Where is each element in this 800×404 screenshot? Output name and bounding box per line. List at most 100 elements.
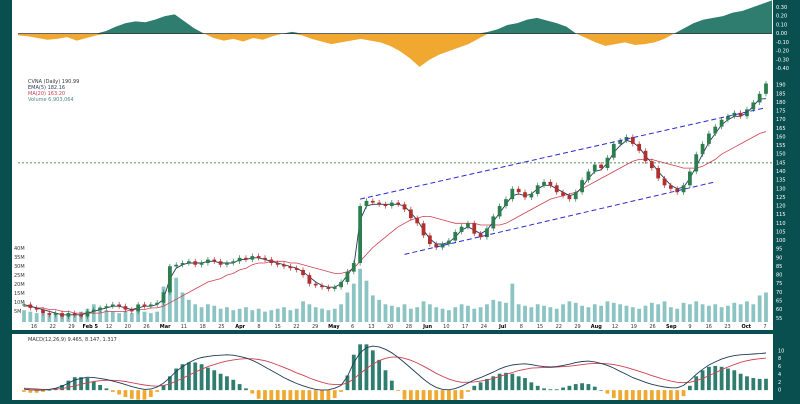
volume-bar xyxy=(535,304,540,322)
macd-histogram-bar xyxy=(377,359,382,391)
candle-body xyxy=(516,188,521,193)
x-axis-label: Apr xyxy=(235,324,245,330)
candle-body xyxy=(231,261,236,264)
x-axis-label: 16 xyxy=(31,324,37,330)
candle-body xyxy=(694,154,699,172)
candle-body xyxy=(485,228,489,238)
candle-body xyxy=(478,233,483,238)
macd-histogram-bar xyxy=(193,362,198,391)
candle-body xyxy=(370,200,375,203)
candle-body xyxy=(345,271,350,283)
volume-bar xyxy=(726,305,730,322)
volume-bar xyxy=(427,304,432,322)
candle-body xyxy=(351,263,356,272)
price-y-tick: 180 xyxy=(776,100,786,106)
x-axis-label: Feb 5 xyxy=(83,324,99,330)
candle-body xyxy=(237,257,242,262)
x-axis-label: 6 xyxy=(351,324,354,330)
macd-histogram-bar xyxy=(611,390,616,398)
macd-histogram-bar xyxy=(764,378,768,391)
candle-body xyxy=(199,263,204,265)
volume-bar xyxy=(472,308,477,322)
macd-histogram-bar xyxy=(624,390,629,404)
volume-bar xyxy=(294,308,299,322)
macd-histogram-bar xyxy=(60,384,64,391)
macd-histogram-bar xyxy=(364,344,369,391)
candle-body xyxy=(523,192,527,198)
candle-body xyxy=(313,283,318,286)
macd-histogram-bar xyxy=(713,365,718,391)
macd-histogram-bar xyxy=(643,390,648,404)
volume-bar xyxy=(269,310,274,322)
macd-histogram-bar xyxy=(459,390,464,399)
macd-histogram-bar xyxy=(142,390,147,400)
macd-histogram-bar xyxy=(408,390,413,404)
osc-y-tick: 0.00 xyxy=(776,31,787,37)
candle-body xyxy=(618,140,623,144)
candle-body xyxy=(535,185,540,194)
price-panel xyxy=(12,75,773,330)
candle-body xyxy=(142,304,147,307)
x-axis-label: 26 xyxy=(143,324,149,330)
price-y-tick: 110 xyxy=(776,221,786,227)
macd-histogram-bar xyxy=(453,390,458,404)
x-axis-label: 20 xyxy=(125,324,131,330)
candle-body xyxy=(751,102,756,110)
macd-histogram-bar xyxy=(554,389,559,391)
candle-body xyxy=(491,216,496,229)
candle-body xyxy=(358,206,363,264)
macd-histogram-bar xyxy=(529,382,534,391)
volume-bar xyxy=(129,313,134,322)
x-axis-label: 12 xyxy=(612,324,618,330)
x-axis-label: 13 xyxy=(368,324,374,330)
candle-body xyxy=(218,261,223,265)
macd-y-tick: 8 xyxy=(778,356,781,362)
volume-y-tick: 25M xyxy=(14,273,25,279)
volume-bar xyxy=(351,283,356,322)
candle-body xyxy=(561,192,565,196)
macd-histogram-bar xyxy=(326,390,331,404)
x-axis-label: 12 xyxy=(106,324,112,330)
x-axis-label: Jun xyxy=(422,324,432,330)
volume-bar xyxy=(377,299,382,322)
macd-histogram-bar xyxy=(396,390,401,392)
volume-bar xyxy=(478,307,483,322)
volume-bar xyxy=(662,301,667,322)
macd-layer xyxy=(22,344,768,404)
candle-body xyxy=(123,306,128,310)
macd-histogram-bar xyxy=(110,390,115,392)
macd-signal-line xyxy=(23,356,767,390)
volume-bar xyxy=(757,295,762,322)
x-axis-label: 9 xyxy=(688,324,691,330)
oscillator-layer xyxy=(18,0,772,67)
macd-histogram-bar xyxy=(275,390,280,404)
x-axis-label: 25 xyxy=(218,324,224,330)
macd-histogram-bar xyxy=(161,384,166,391)
price-y-tick: 65 xyxy=(776,299,782,305)
candle-body xyxy=(250,256,255,260)
volume-bar xyxy=(668,307,673,322)
macd-histogram-bar xyxy=(726,368,730,391)
volume-bar xyxy=(275,308,280,322)
candle-body xyxy=(155,302,160,305)
candle-body xyxy=(60,313,64,317)
macd-histogram-bar xyxy=(548,389,553,391)
macd-histogram-bar xyxy=(206,367,210,391)
candle-body xyxy=(726,116,730,120)
candle-body xyxy=(187,261,191,264)
macd-line xyxy=(23,345,767,391)
price-y-tick: 155 xyxy=(776,143,786,149)
price-y-tick: 100 xyxy=(776,238,786,244)
macd-histogram-bar xyxy=(79,377,83,391)
macd-histogram-bar xyxy=(22,390,26,392)
candle-body xyxy=(630,136,635,144)
volume-bar xyxy=(491,299,496,322)
volume-bar xyxy=(548,307,553,322)
candle-body xyxy=(288,266,293,269)
volume-bar xyxy=(212,305,217,322)
candle-body xyxy=(389,202,394,207)
x-axis-label: Sep xyxy=(666,324,677,330)
macd-histogram-bar xyxy=(269,390,274,404)
volume-bar xyxy=(364,280,369,322)
price-y-tick: 130 xyxy=(776,186,786,192)
